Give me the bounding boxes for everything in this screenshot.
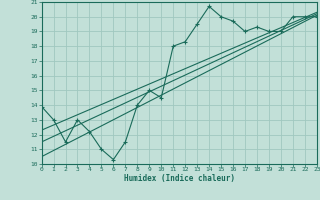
- X-axis label: Humidex (Indice chaleur): Humidex (Indice chaleur): [124, 174, 235, 183]
